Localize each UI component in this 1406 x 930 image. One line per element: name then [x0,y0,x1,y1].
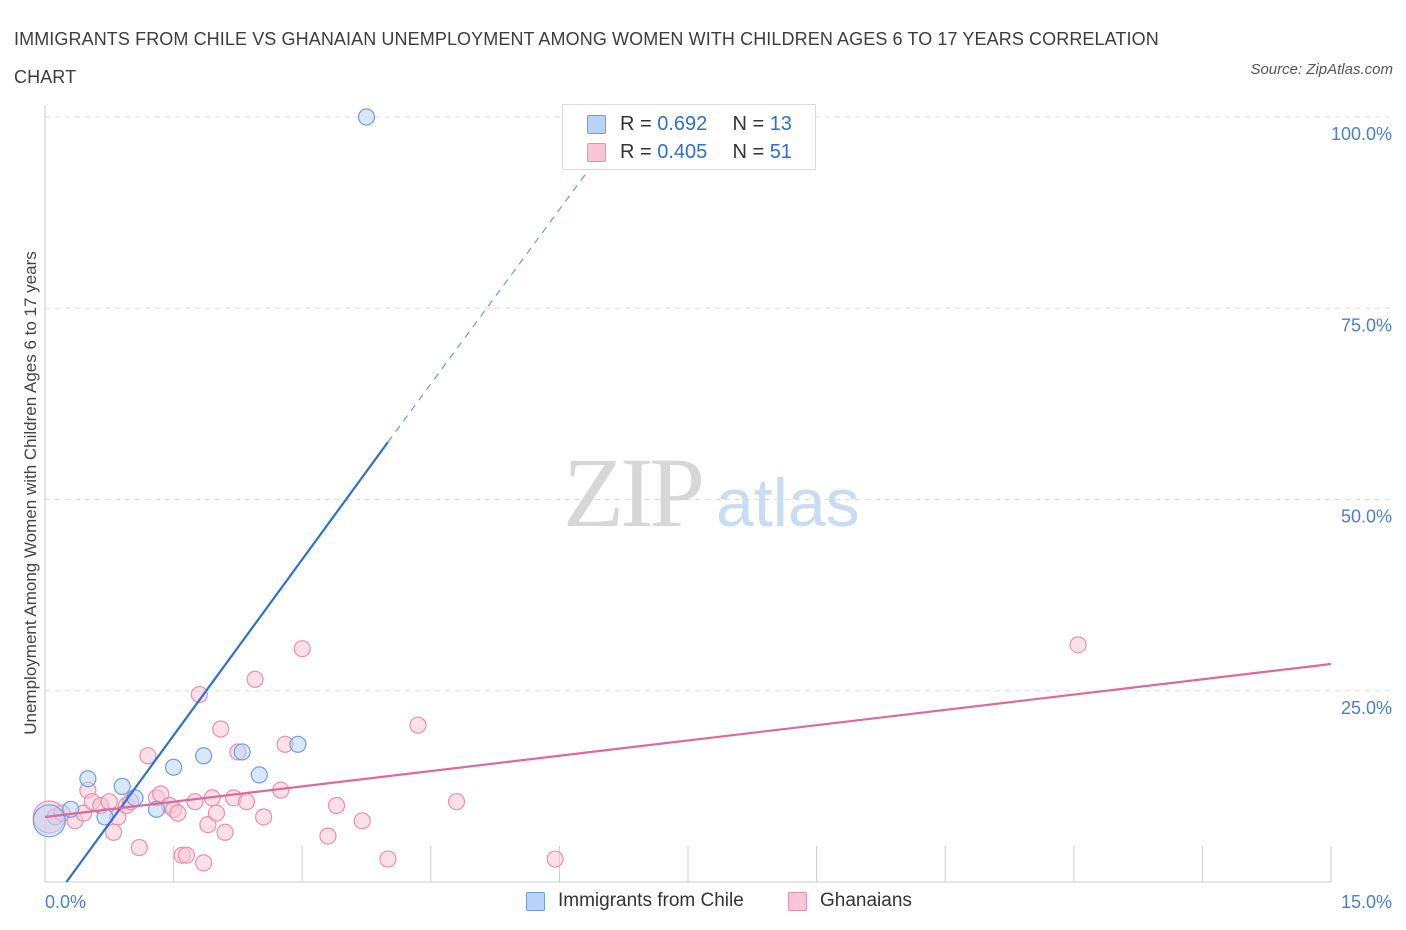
y-tick-label: 50.0% [1341,507,1392,527]
ghanaians-swatch [587,143,606,162]
y-tick-labels: 25.0% 50.0% 75.0% 100.0% [1331,124,1392,718]
legend-label: Immigrants from Chile [558,890,744,911]
ghanaians-trend-line [44,662,1332,819]
r-value: 0.405 [657,141,708,163]
r-label: R = [620,113,658,135]
y-tick-label: 100.0% [1331,124,1392,144]
n-value: 13 [769,113,792,135]
ghanaians-point [327,796,346,815]
chile-point [357,108,376,126]
source-label: Source: ZipAtlas.com [1250,61,1393,78]
chile-point [165,758,183,776]
axes [44,105,1332,883]
n-value: 51 [769,141,792,163]
chile-point [233,743,251,761]
correlation-legend: R = 0.692 N = 13 R = 0.405 N = 51 [562,104,816,170]
ghanaians-swatch [788,892,807,911]
chile-trend-line [65,441,389,883]
r-value: 0.692 [657,113,708,135]
chile-trend-line-extension [387,151,603,443]
ghanaians-point [195,854,213,872]
chile-swatch [587,115,606,134]
watermark-atlas: atlas [716,465,860,541]
chile-point [147,800,166,818]
watermark: ZIP atlas [563,437,860,548]
chile-point [79,770,97,788]
y-tick-label: 75.0% [1341,315,1392,335]
ghanaians-point [190,685,208,704]
ghanaians-point [169,804,187,822]
x-tick-labels: 0.0% 15.0% [45,892,1392,912]
ghanaians-point [379,850,397,868]
ghanaians-point [246,670,264,688]
legend-label: Ghanaians [820,890,912,911]
chile-point [32,804,66,838]
ghanaians-points [32,636,1087,872]
ghanaians-point [546,850,564,868]
ghanaians-point [199,816,217,834]
ghanaians-point [293,640,311,658]
ghanaians-point [130,838,148,857]
chile-swatch [526,892,545,911]
ghanaians-point [237,793,256,811]
ghanaians-point [216,823,234,841]
ghanaians-point [212,720,230,738]
ghanaians-point [100,793,118,811]
ghanaians-point [409,716,427,734]
ghanaians-point [319,827,337,845]
ghanaians-point [177,846,196,864]
chile-point [289,735,307,753]
watermark-zip: ZIP [563,437,701,548]
chile-point [195,747,213,765]
y-tick-label: 25.0% [1341,698,1392,718]
chart-title: IMMIGRANTS FROM CHILE VS GHANAIAN UNEMPL… [14,29,1159,87]
x-tick-label: 0.0% [45,892,86,912]
ghanaians-point [447,793,466,811]
n-label: N = [732,113,770,135]
ghanaians-point [139,747,157,765]
gridlines [45,116,1392,692]
ghanaians-point [186,793,204,811]
chile-point [126,789,144,807]
chile-point [113,777,131,795]
ghanaians-point [1069,636,1087,654]
chile-points [32,108,376,838]
r-label: R = [620,141,658,163]
ghanaians-point [353,812,371,830]
ghanaians-point [207,804,226,822]
trend-lines [44,151,1332,883]
chile-point [250,766,268,784]
x-tick-label: 15.0% [1341,892,1392,912]
ghanaians-point [255,808,273,826]
n-label: N = [732,141,770,163]
